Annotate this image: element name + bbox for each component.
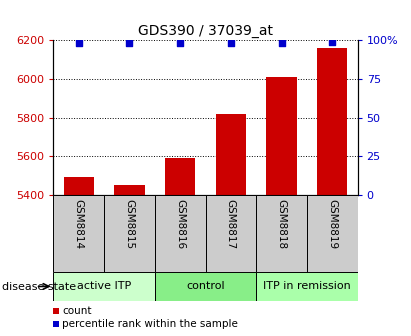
Text: GSM8818: GSM8818 bbox=[277, 199, 286, 249]
Text: GSM8819: GSM8819 bbox=[327, 199, 337, 249]
Bar bbox=[53, 272, 155, 301]
Point bbox=[278, 41, 285, 46]
Bar bbox=[206, 195, 256, 272]
Text: ITP in remission: ITP in remission bbox=[263, 282, 351, 291]
Point bbox=[177, 41, 183, 46]
Point bbox=[329, 39, 335, 45]
Text: count: count bbox=[62, 306, 92, 316]
Point bbox=[76, 41, 82, 46]
Bar bbox=[53, 195, 104, 272]
Bar bbox=[256, 195, 307, 272]
Bar bbox=[317, 48, 347, 195]
Text: percentile rank within the sample: percentile rank within the sample bbox=[62, 319, 238, 329]
Bar bbox=[53, 321, 59, 327]
Bar bbox=[155, 272, 256, 301]
Text: GSM8815: GSM8815 bbox=[125, 199, 134, 249]
Bar bbox=[266, 77, 297, 195]
Point bbox=[126, 41, 133, 46]
Bar bbox=[165, 158, 195, 195]
Title: GDS390 / 37039_at: GDS390 / 37039_at bbox=[138, 24, 273, 38]
Bar bbox=[307, 195, 358, 272]
Text: GSM8816: GSM8816 bbox=[175, 199, 185, 249]
Text: disease state: disease state bbox=[2, 282, 76, 292]
Point bbox=[228, 41, 234, 46]
Text: control: control bbox=[186, 282, 225, 291]
Text: active ITP: active ITP bbox=[77, 282, 131, 291]
Bar bbox=[114, 185, 145, 195]
Bar bbox=[216, 114, 246, 195]
Bar bbox=[64, 177, 94, 195]
Text: GSM8817: GSM8817 bbox=[226, 199, 236, 249]
Bar bbox=[256, 272, 358, 301]
Bar bbox=[104, 195, 155, 272]
Bar bbox=[53, 308, 59, 314]
Bar bbox=[155, 195, 206, 272]
Text: GSM8814: GSM8814 bbox=[74, 199, 84, 249]
